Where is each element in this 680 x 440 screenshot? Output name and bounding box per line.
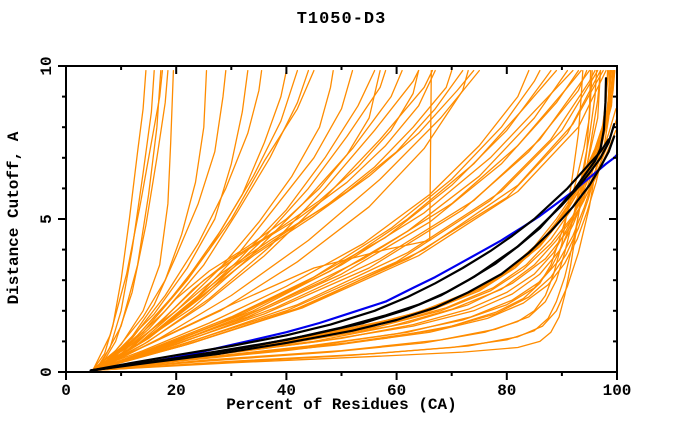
model-predictions-line	[92, 69, 609, 372]
model-predictions-line	[98, 69, 480, 370]
model-predictions-line	[98, 69, 263, 369]
black-reference-line	[89, 135, 616, 372]
model-predictions-line	[92, 69, 530, 370]
model-predictions-line	[92, 69, 249, 370]
model-predictions-line	[92, 69, 164, 370]
y-tick-label-5: 5	[38, 214, 56, 224]
black-reference-line	[89, 138, 610, 372]
model-predictions-line	[98, 69, 169, 370]
chart-title: T1050-D3	[296, 10, 387, 29]
model-predictions-line	[92, 69, 598, 372]
x-tick-label-100: 100	[602, 382, 632, 400]
x-tick-label-0: 0	[61, 382, 71, 400]
model-predictions-line	[98, 69, 453, 370]
model-predictions-line	[98, 69, 162, 369]
model-predictions-line	[98, 69, 599, 370]
model-predictions-line	[98, 69, 591, 370]
y-tick-label-10: 10	[38, 56, 56, 76]
model-predictions-line	[92, 69, 614, 372]
model-predictions-line	[98, 69, 582, 370]
y-axis-label: Distance Cutoff, A	[5, 131, 23, 305]
x-axis-label: Percent of Residues (CA)	[226, 396, 457, 414]
model-predictions-line	[98, 69, 574, 370]
model-predictions-line	[101, 69, 315, 369]
model-predictions-line	[92, 69, 147, 370]
x-tick-label-60: 60	[386, 382, 407, 400]
model-predictions-line	[92, 69, 469, 370]
black-reference-line	[89, 122, 616, 372]
model-predictions-line	[90, 69, 592, 372]
model-predictions-line	[92, 69, 602, 371]
model-predictions-line	[95, 69, 155, 370]
x-tick-label-20: 20	[166, 382, 186, 400]
x-tick-label-80: 80	[497, 382, 517, 400]
y-tick-label-0: 0	[38, 367, 56, 377]
model-predictions-line	[98, 69, 475, 369]
model-predictions-line	[92, 69, 436, 370]
model-predictions-line	[98, 69, 299, 370]
model-predictions-line	[95, 69, 464, 370]
model-predictions-line	[92, 69, 208, 370]
x-tick-label-40: 40	[276, 382, 296, 400]
model-predictions-line	[92, 69, 381, 370]
model-predictions-line	[98, 69, 541, 370]
